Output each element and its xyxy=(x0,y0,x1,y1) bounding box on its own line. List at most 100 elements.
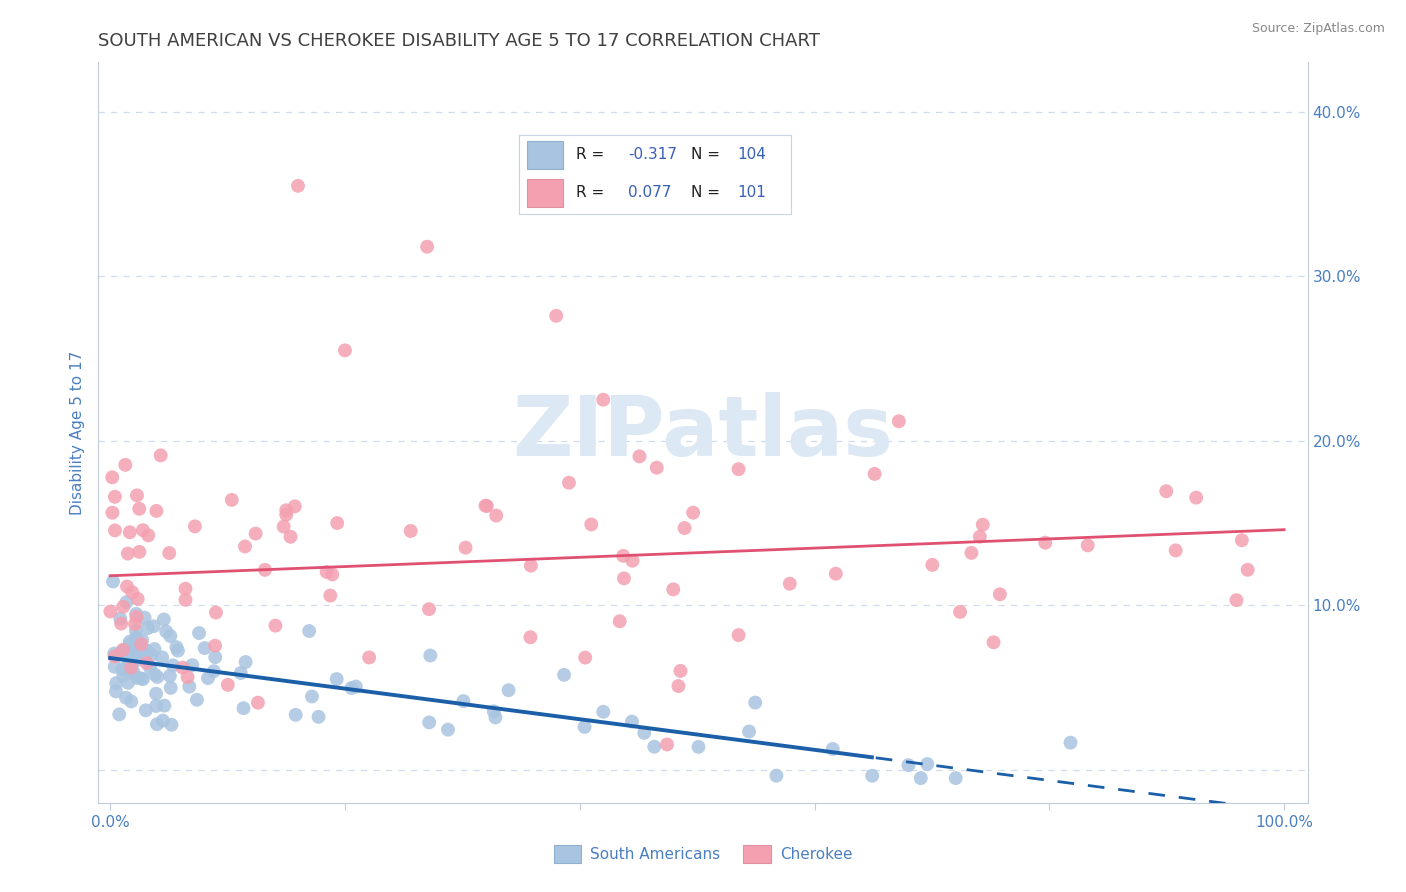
Point xyxy=(111,663,134,677)
Point xyxy=(143,642,166,657)
Point xyxy=(157,546,180,560)
Point xyxy=(145,698,167,713)
Point xyxy=(162,658,184,673)
Point xyxy=(253,563,276,577)
Point xyxy=(276,508,298,522)
Point xyxy=(344,680,367,694)
Point xyxy=(142,619,165,633)
Point xyxy=(101,574,124,589)
Point xyxy=(131,633,153,648)
Text: SOUTH AMERICAN VS CHEROKEE DISABILITY AGE 5 TO 17 CORRELATION CHART: SOUTH AMERICAN VS CHEROKEE DISABILITY AG… xyxy=(98,32,820,50)
Point xyxy=(264,618,287,632)
Point xyxy=(897,758,920,772)
Point xyxy=(821,742,844,756)
Point xyxy=(118,634,141,648)
Point xyxy=(136,621,159,635)
Point xyxy=(143,667,166,681)
Point xyxy=(117,547,139,561)
Text: R =: R = xyxy=(576,147,609,162)
Point xyxy=(128,545,150,559)
Point xyxy=(205,606,228,620)
Point xyxy=(498,683,520,698)
Point xyxy=(574,650,596,665)
Point xyxy=(108,707,131,722)
Point xyxy=(592,705,614,719)
Point xyxy=(221,492,243,507)
Point xyxy=(301,690,323,704)
Point xyxy=(972,517,994,532)
Point xyxy=(326,516,349,530)
Point xyxy=(824,566,846,581)
Point xyxy=(104,660,127,674)
Point xyxy=(662,582,685,597)
Point xyxy=(122,655,145,669)
Point xyxy=(418,602,440,616)
Point xyxy=(1225,593,1247,607)
Point xyxy=(482,704,505,718)
Point xyxy=(145,687,167,701)
Point xyxy=(574,720,596,734)
Point xyxy=(159,681,181,695)
Point xyxy=(115,595,138,609)
Point xyxy=(280,530,302,544)
Point xyxy=(108,647,131,661)
Point xyxy=(520,558,543,573)
Point xyxy=(146,670,169,684)
Point xyxy=(112,643,135,657)
Point xyxy=(669,664,692,678)
Point xyxy=(910,771,932,785)
Point xyxy=(628,450,651,464)
Point xyxy=(188,626,211,640)
Point xyxy=(104,524,127,538)
Point xyxy=(308,710,330,724)
Point xyxy=(960,546,983,560)
Point xyxy=(135,656,157,670)
Point xyxy=(111,647,134,661)
Text: ZIPatlas: ZIPatlas xyxy=(513,392,893,473)
Point xyxy=(125,631,148,645)
Point xyxy=(118,525,141,540)
Point xyxy=(276,503,298,517)
Point xyxy=(454,541,477,555)
Point xyxy=(727,628,749,642)
Point xyxy=(150,650,173,665)
Point xyxy=(167,643,190,657)
Point xyxy=(129,672,152,686)
Point xyxy=(232,701,254,715)
Point xyxy=(141,648,163,662)
Point xyxy=(744,696,766,710)
Point xyxy=(245,526,267,541)
Point xyxy=(115,579,138,593)
Point xyxy=(949,605,972,619)
Point xyxy=(165,640,187,654)
Point xyxy=(179,680,201,694)
Point xyxy=(863,467,886,481)
Point xyxy=(298,624,321,638)
Point xyxy=(284,500,307,514)
Point xyxy=(174,582,197,596)
Point xyxy=(1033,535,1056,549)
Point xyxy=(284,707,307,722)
Point xyxy=(1077,538,1099,552)
Point xyxy=(101,506,124,520)
Point xyxy=(204,639,226,653)
Point xyxy=(229,666,252,681)
Point xyxy=(917,757,939,772)
Point xyxy=(111,642,134,657)
Point xyxy=(124,617,146,632)
Point xyxy=(321,567,343,582)
Point xyxy=(127,633,149,648)
Point xyxy=(519,630,541,644)
Point xyxy=(418,715,440,730)
Point xyxy=(132,651,155,665)
Point xyxy=(202,664,225,678)
Point xyxy=(174,592,197,607)
Point xyxy=(643,739,665,754)
Point xyxy=(197,671,219,685)
Point xyxy=(333,343,356,358)
Point xyxy=(474,499,496,513)
Point xyxy=(104,684,127,698)
Point xyxy=(419,648,441,663)
Point xyxy=(117,645,139,659)
Point xyxy=(612,549,634,563)
